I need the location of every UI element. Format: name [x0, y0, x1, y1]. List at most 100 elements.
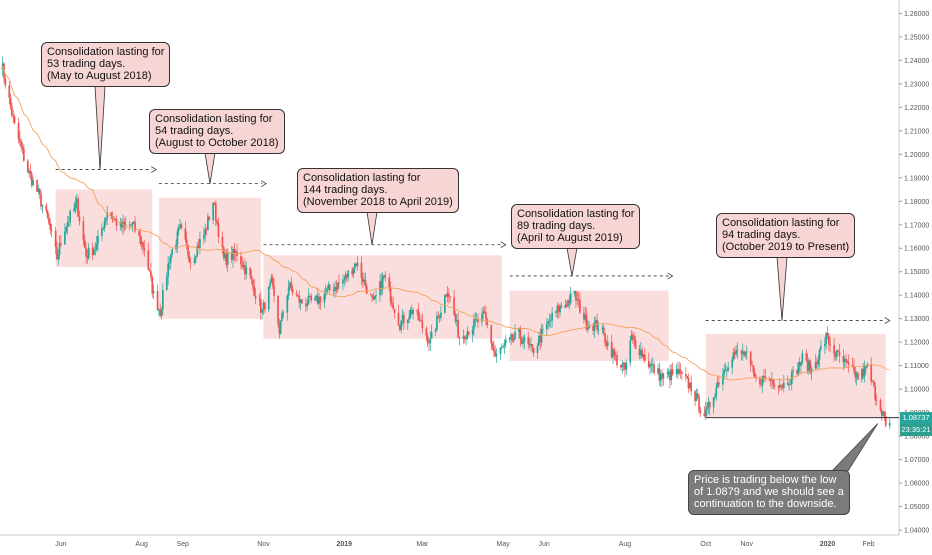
candle-body: [745, 351, 748, 353]
candle-body: [703, 412, 706, 417]
candle-body: [808, 360, 810, 372]
candle-body: [625, 362, 628, 370]
candle-body: [523, 336, 526, 343]
x-tick-label: Sep: [176, 541, 189, 548]
candle-body: [398, 324, 401, 330]
candle-body: [806, 359, 809, 372]
candle-body: [726, 370, 728, 371]
y-tick-label: 1.23000: [904, 81, 929, 88]
candle-body: [482, 311, 485, 314]
candle-body: [454, 314, 457, 322]
candle-body: [875, 399, 878, 401]
candle-body: [48, 217, 50, 224]
candle-body: [446, 293, 449, 297]
candle-body: [573, 291, 576, 294]
candle-body: [130, 224, 132, 226]
candle-body: [347, 270, 350, 278]
candle-body: [727, 367, 730, 371]
candle-body: [9, 97, 12, 107]
candle-body: [372, 297, 375, 300]
candle-body: [78, 216, 81, 222]
candle-body: [244, 265, 246, 275]
candle-body: [650, 364, 653, 366]
candle-body: [588, 325, 591, 329]
candle-body: [177, 228, 180, 232]
candle-body: [332, 289, 335, 292]
candle-body: [36, 180, 38, 192]
candle-body: [11, 106, 13, 116]
candle-body: [528, 343, 531, 346]
y-tick-label: 1.19000: [904, 175, 929, 182]
candle-body: [101, 228, 103, 237]
candle-body: [124, 224, 127, 226]
candle-body: [594, 320, 597, 323]
candle-body: [706, 406, 708, 410]
candle-body: [32, 180, 34, 186]
candle-body: [356, 262, 359, 267]
candle-body: [613, 349, 616, 355]
candle-body: [518, 329, 520, 333]
candle-body: [743, 351, 745, 356]
candle-body: [465, 337, 467, 340]
candle-body: [342, 280, 344, 284]
candle-body: [805, 353, 808, 360]
y-tick-label: 1.13000: [904, 316, 929, 323]
candle-body: [555, 310, 557, 313]
candle-body: [234, 251, 237, 254]
callout-pointer: [366, 211, 378, 245]
candle-body: [261, 309, 264, 313]
candle-body: [273, 285, 275, 296]
candle-body: [440, 312, 442, 318]
y-tick-label: 1.04000: [904, 528, 929, 535]
candle-body: [105, 217, 107, 221]
candle-body: [45, 205, 48, 211]
candle-body: [503, 343, 506, 346]
candle-body: [400, 320, 403, 330]
candle-body: [123, 221, 126, 225]
candle-body: [493, 347, 495, 352]
candle-body: [888, 422, 891, 426]
candle-body: [473, 319, 475, 330]
candle-body: [95, 243, 98, 250]
x-tick-label: Feb: [863, 541, 875, 548]
candle-body: [792, 370, 794, 373]
candle-body: [624, 362, 626, 370]
candle-body: [29, 170, 32, 175]
candle-body: [798, 362, 801, 366]
candle-body: [93, 249, 95, 256]
candle-body: [560, 305, 563, 308]
candle-body: [58, 243, 61, 255]
candle-body: [698, 396, 700, 412]
candle-body: [801, 353, 804, 363]
candle-body: [502, 345, 504, 347]
candle-body: [658, 368, 661, 381]
candle-body: [304, 303, 307, 307]
candle-body: [824, 343, 826, 347]
consolidation-callout: Consolidation lasting for 144 trading da…: [297, 168, 459, 213]
candle-body: [397, 312, 400, 325]
candle-body: [788, 384, 790, 386]
y-tick-label: 1.24000: [904, 58, 929, 65]
candle-body: [179, 224, 181, 229]
candle-body: [491, 343, 494, 348]
candle-body: [97, 236, 99, 244]
candle-body: [315, 295, 318, 298]
candle-body: [485, 312, 487, 320]
consolidation-zone: [263, 255, 502, 339]
candle-body: [103, 220, 106, 229]
candle-body: [193, 257, 196, 264]
candle-body: [862, 368, 865, 377]
candle-body: [455, 320, 458, 322]
candle-body: [371, 294, 373, 298]
y-tick-label: 1.16000: [904, 246, 929, 253]
candle-body: [428, 342, 430, 344]
candle-body: [226, 252, 229, 265]
candle-body: [863, 366, 866, 377]
candle-body: [494, 351, 497, 357]
candle-body: [334, 286, 336, 292]
candle-body: [82, 221, 85, 240]
candle-body: [577, 299, 580, 300]
callout-pointer: [204, 152, 216, 184]
